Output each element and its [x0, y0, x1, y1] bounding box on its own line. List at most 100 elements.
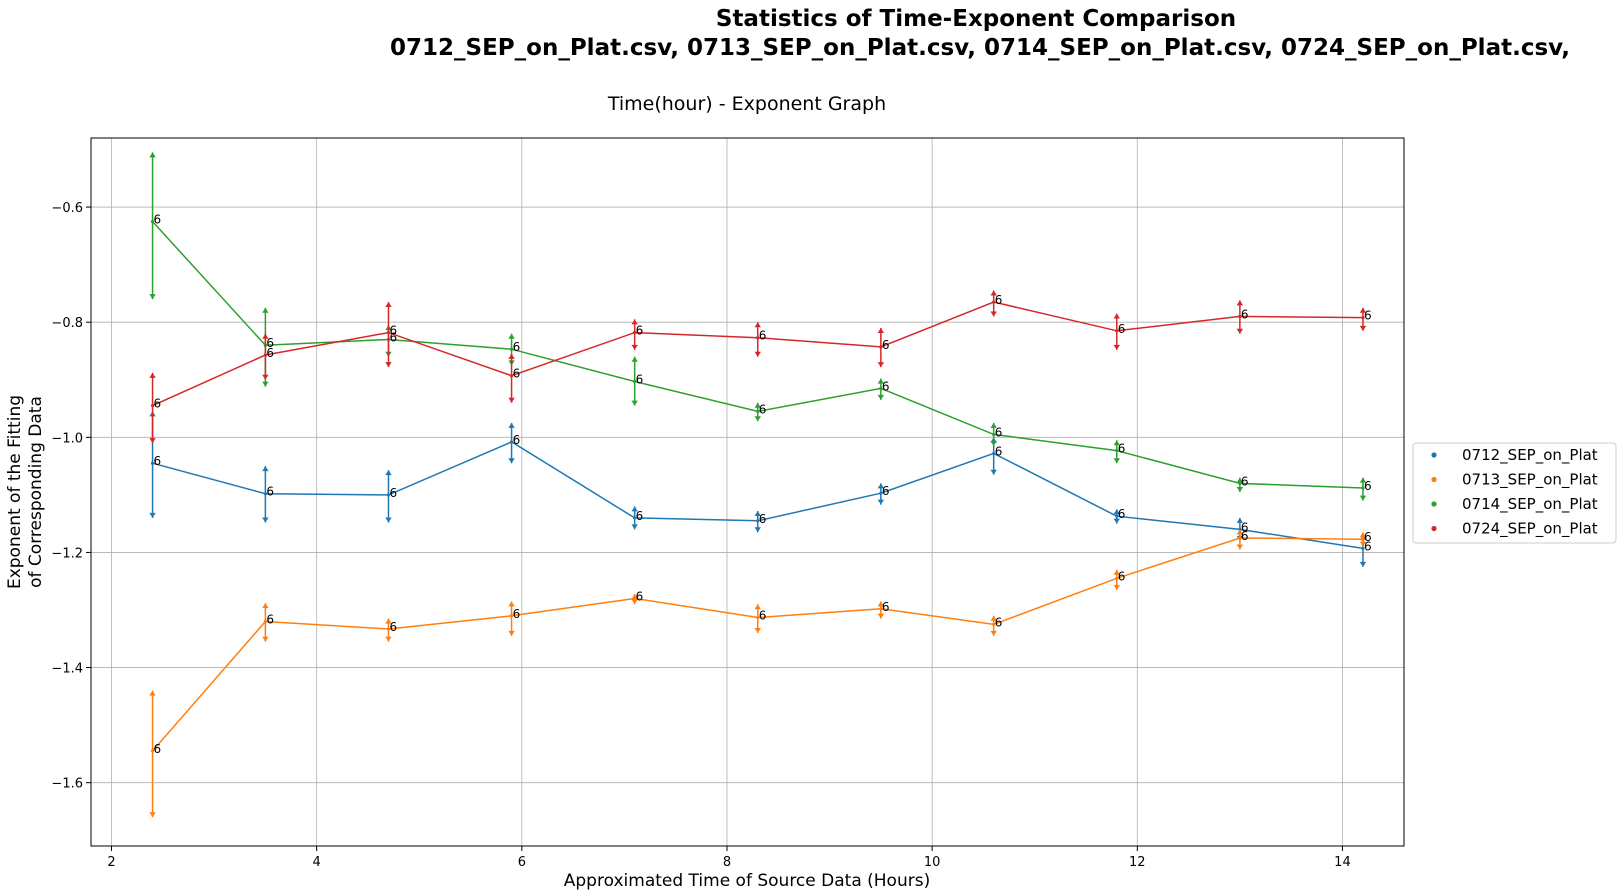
- chart-title: Statistics of Time-Exponent Comparison: [716, 6, 1236, 32]
- data-point: [633, 330, 637, 335]
- error-cap-lower: [1236, 328, 1244, 334]
- data-point: [879, 491, 883, 495]
- legend-box: [1412, 442, 1617, 544]
- error-cap-upper: [1113, 313, 1120, 319]
- point-count-label: 6: [636, 589, 644, 603]
- point-count-label: 6: [513, 607, 521, 621]
- error-cap-lower: [631, 400, 638, 406]
- point-count-label: 6: [266, 336, 274, 350]
- error-cap-lower: [385, 362, 392, 368]
- point-count-label: 6: [882, 338, 890, 352]
- data-point: [150, 461, 155, 465]
- x-tick-label: 10: [924, 855, 941, 870]
- error-cap-lower: [149, 294, 156, 300]
- error-cap-upper: [1113, 509, 1120, 515]
- x-tick-label: 14: [1334, 855, 1351, 870]
- data-point: [992, 300, 996, 304]
- point-count-label: 6: [513, 433, 521, 447]
- data-point: [150, 219, 155, 224]
- point-count-label: 6: [759, 329, 767, 343]
- data-point: [1361, 537, 1365, 541]
- legend-entry: 0714_SEP_on_Plat: [1462, 495, 1598, 514]
- data-point: [756, 336, 760, 340]
- data-point: [1238, 536, 1242, 540]
- data-point: [1115, 329, 1119, 333]
- error-cap-upper: [877, 378, 885, 384]
- error-cap-upper: [1113, 569, 1120, 575]
- point-count-label: 6: [266, 485, 274, 499]
- data-point: [1361, 315, 1365, 320]
- error-cap-lower: [754, 416, 761, 422]
- y-axis-label: Exponent of the Fitting: [5, 395, 25, 589]
- data-point: [992, 622, 996, 626]
- error-cap-upper: [877, 601, 885, 607]
- data-point: [263, 619, 267, 624]
- y-tick-label: −1.4: [51, 662, 83, 677]
- y-tick-label: −1.6: [51, 777, 83, 792]
- data-point: [633, 516, 637, 520]
- point-count-label: 6: [389, 486, 397, 500]
- point-count-label: 6: [882, 484, 890, 498]
- error-cap-upper: [1359, 307, 1367, 313]
- error-cap-upper: [385, 618, 392, 624]
- point-count-label: 6: [1364, 309, 1372, 323]
- error-cap-lower: [262, 636, 269, 642]
- point-count-label: 6: [154, 397, 162, 411]
- data-point: [509, 374, 514, 378]
- point-count-label: 6: [882, 600, 890, 614]
- point-count-label: 6: [513, 340, 521, 354]
- data-point: [756, 409, 760, 414]
- legend-entry: 0712_SEP_on_Plat: [1462, 446, 1598, 465]
- error-cap-lower: [149, 438, 156, 444]
- error-cap-lower: [1359, 325, 1367, 331]
- error-cap-lower: [149, 512, 156, 518]
- point-count-label: 6: [759, 402, 767, 416]
- legend-entry: 0713_SEP_on_Plat: [1462, 471, 1598, 490]
- data-point: [879, 386, 883, 390]
- point-count-label: 6: [1118, 322, 1126, 336]
- point-count-label: 6: [1241, 520, 1249, 534]
- point-count-label: 6: [636, 324, 644, 338]
- point-count-label: 6: [882, 379, 890, 393]
- point-count-label: 6: [759, 608, 767, 622]
- error-cap-upper: [990, 422, 997, 428]
- error-cap-upper: [631, 506, 638, 512]
- error-cap-lower: [1113, 518, 1120, 524]
- point-count-label: 6: [154, 212, 162, 226]
- error-cap-lower: [990, 440, 997, 446]
- error-cap-lower: [1236, 544, 1244, 550]
- chart-title-files: 0712_SEP_on_Plat.csv, 0713_SEP_on_Plat.c…: [390, 35, 1570, 61]
- data-point: [150, 749, 155, 753]
- data-point: [263, 353, 267, 357]
- error-cap-upper: [754, 510, 761, 516]
- data-point: [756, 519, 760, 523]
- error-cap-upper: [754, 604, 761, 610]
- y-axis-label-line2: of Corresponding Data: [26, 396, 46, 588]
- data-point: [879, 345, 883, 349]
- error-cap-lower: [754, 351, 761, 357]
- chart-subtitle: Time(hour) - Exponent Graph: [607, 93, 886, 115]
- error-cap-upper: [508, 422, 515, 428]
- error-cap-upper: [149, 372, 156, 378]
- error-cap-lower: [262, 374, 269, 380]
- error-cap-upper: [631, 319, 638, 325]
- data-point: [1238, 481, 1242, 485]
- legend-marker: [1431, 452, 1437, 458]
- legend-marker: [1431, 525, 1437, 532]
- error-cap-upper: [877, 483, 885, 489]
- data-point: [1115, 448, 1119, 453]
- y-tick-label: −1.2: [51, 546, 83, 561]
- error-cap-lower: [1236, 487, 1244, 492]
- error-cap-upper: [262, 307, 269, 313]
- error-cap-upper: [1236, 477, 1244, 483]
- data-point: [386, 627, 391, 631]
- grid: [91, 138, 1404, 846]
- point-count-label: 6: [266, 346, 274, 360]
- point-count-label: 6: [995, 425, 1003, 439]
- error-cap-upper: [754, 402, 761, 408]
- error-cap-lower: [877, 613, 885, 619]
- point-count-label: 6: [154, 454, 162, 468]
- y-tick-label: −0.6: [51, 201, 83, 216]
